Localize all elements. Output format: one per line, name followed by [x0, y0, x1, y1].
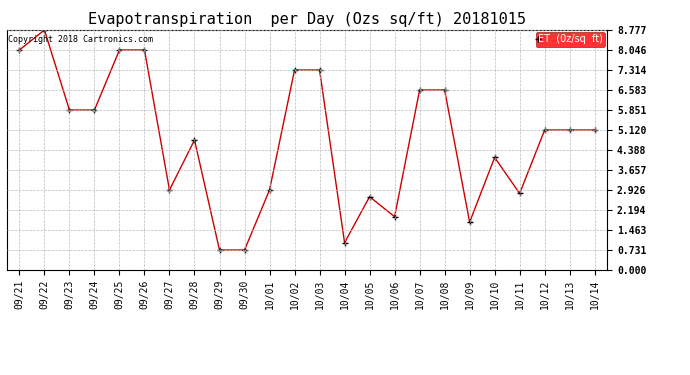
ET  (0z/sq  ft) — [466, 220, 474, 224]
ET  (0z/sq  ft) — [66, 108, 74, 112]
ET  (0z/sq  ft) — [240, 248, 248, 252]
Line: ET  (0z/sq  ft): ET (0z/sq ft) — [17, 27, 598, 253]
ET  (0z/sq  ft) — [166, 188, 174, 192]
ET  (0z/sq  ft) — [266, 188, 274, 192]
ET  (0z/sq  ft) — [391, 214, 399, 219]
ET  (0z/sq  ft) — [366, 195, 374, 199]
ET  (0z/sq  ft) — [566, 128, 574, 132]
ET  (0z/sq  ft) — [540, 128, 549, 132]
ET  (0z/sq  ft) — [140, 48, 148, 52]
ET  (0z/sq  ft) — [215, 248, 224, 252]
ET  (0z/sq  ft) — [440, 88, 449, 92]
ET  (0z/sq  ft) — [340, 240, 348, 245]
ET  (0z/sq  ft) — [415, 88, 424, 92]
ET  (0z/sq  ft) — [515, 191, 524, 196]
ET  (0z/sq  ft) — [190, 138, 199, 142]
ET  (0z/sq  ft) — [15, 48, 23, 52]
ET  (0z/sq  ft) — [90, 108, 99, 112]
ET  (0z/sq  ft) — [290, 68, 299, 72]
ET  (0z/sq  ft) — [491, 155, 499, 160]
Text: Copyright 2018 Cartronics.com: Copyright 2018 Cartronics.com — [8, 35, 153, 44]
Legend: ET  (0z/sq  ft): ET (0z/sq ft) — [535, 32, 605, 47]
ET  (0z/sq  ft) — [591, 128, 599, 132]
Title: Evapotranspiration  per Day (Ozs sq/ft) 20181015: Evapotranspiration per Day (Ozs sq/ft) 2… — [88, 12, 526, 27]
ET  (0z/sq  ft) — [315, 68, 324, 72]
ET  (0z/sq  ft) — [40, 28, 48, 32]
ET  (0z/sq  ft) — [115, 48, 124, 52]
